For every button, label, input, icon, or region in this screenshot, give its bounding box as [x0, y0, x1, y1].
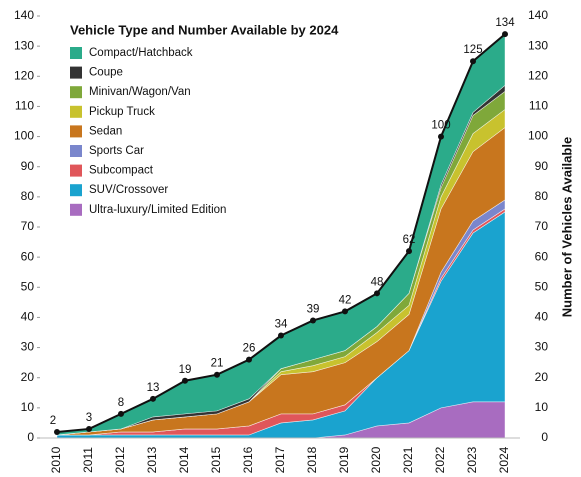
value-label: 21 — [211, 358, 224, 370]
total-marker — [342, 308, 348, 315]
value-label: 13 — [147, 382, 160, 394]
legend-text: Pickup Truck — [89, 106, 155, 118]
y2-tick-label: 80 — [535, 189, 549, 203]
y-tick-label: 0 — [27, 430, 34, 444]
legend-text: Subcompact — [89, 165, 154, 177]
y-tick-label: 90 — [21, 159, 35, 173]
total-marker — [374, 290, 380, 297]
value-label: 3 — [86, 412, 92, 424]
y2-tick-label: 20 — [535, 370, 549, 384]
y-tick-label: 70 — [21, 219, 35, 233]
value-label: 100 — [431, 120, 450, 132]
y2-tick-label: 10 — [535, 400, 549, 414]
value-label: 62 — [403, 234, 416, 246]
legend-text: SUV/Crossover — [89, 184, 168, 196]
y2-tick-label: 70 — [535, 219, 549, 233]
y2-tick-label: 130 — [528, 38, 548, 52]
x-tick-label: 2020 — [369, 446, 383, 473]
y2-tick-label: 90 — [535, 159, 549, 173]
y-tick-label: 120 — [14, 68, 34, 82]
y2-tick-label: 60 — [535, 249, 549, 263]
legend-swatch — [70, 66, 82, 79]
y-tick-label: 130 — [14, 38, 34, 52]
x-tick-label: 2023 — [465, 446, 479, 473]
x-tick-label: 2017 — [273, 446, 287, 473]
x-tick-label: 2024 — [497, 446, 511, 473]
legend-swatch — [70, 86, 82, 99]
legend-text: Ultra-luxury/Limited Edition — [89, 204, 226, 216]
value-label: 8 — [118, 397, 124, 409]
y-tick-label: 10 — [21, 400, 35, 414]
x-tick-label: 2013 — [145, 446, 159, 473]
x-tick-label: 2011 — [81, 447, 95, 473]
total-marker — [246, 356, 252, 363]
x-tick-label: 2012 — [113, 446, 127, 473]
y-tick-label: 100 — [14, 129, 34, 143]
y-tick-label: 140 — [14, 8, 34, 22]
total-marker — [310, 317, 316, 324]
y-tick-label: 110 — [15, 99, 34, 113]
x-tick-label: 2019 — [337, 446, 351, 473]
y2-tick-label: 40 — [535, 310, 549, 324]
y-tick-label: 20 — [21, 370, 35, 384]
y-tick-label: 40 — [21, 310, 35, 324]
legend-text: Sedan — [89, 125, 122, 137]
legend-swatch — [70, 164, 82, 177]
total-marker — [118, 410, 124, 417]
legend-swatch — [70, 145, 82, 157]
x-tick-label: 2010 — [49, 446, 63, 473]
value-label: 26 — [243, 343, 256, 355]
legend-text: Minivan/Wagon/Van — [89, 86, 191, 98]
total-marker — [150, 395, 156, 402]
value-label: 39 — [307, 303, 320, 315]
total-marker — [470, 58, 476, 65]
total-marker — [54, 428, 60, 435]
legend-swatch — [70, 47, 82, 59]
chart-title: Vehicle Type and Number Available by 202… — [70, 22, 339, 37]
value-label: 125 — [463, 44, 482, 56]
total-marker — [502, 31, 508, 38]
total-marker — [214, 371, 220, 378]
value-label: 19 — [179, 364, 192, 376]
total-marker — [86, 425, 92, 432]
legend-text: Sports Car — [89, 145, 144, 157]
x-tick-label: 2014 — [177, 446, 191, 473]
x-tick-label: 2015 — [209, 446, 223, 473]
x-tick-label: 2018 — [305, 446, 319, 473]
value-label: 2 — [50, 415, 56, 427]
legend-text: Compact/Hatchback — [89, 47, 193, 59]
legend-text: Coupe — [89, 67, 123, 79]
x-tick-label: 2021 — [401, 446, 415, 473]
legend-swatch — [70, 125, 82, 138]
legend-swatch — [70, 184, 82, 197]
y2-tick-label: 0 — [541, 430, 548, 444]
y2-axis-label: Number of Vehicles Available — [559, 137, 574, 317]
total-marker — [406, 248, 412, 255]
legend-swatch — [70, 203, 82, 216]
total-marker — [278, 332, 284, 339]
y2-tick-label: 110 — [529, 99, 548, 113]
y2-tick-label: 100 — [528, 129, 548, 143]
value-label: 134 — [495, 17, 515, 29]
y-tick-label: 60 — [21, 249, 35, 263]
total-marker — [438, 133, 444, 140]
x-tick-label: 2016 — [241, 446, 255, 473]
x-tick-label: 2022 — [433, 446, 447, 473]
y2-tick-label: 50 — [535, 279, 549, 293]
legend-swatch — [70, 105, 82, 118]
value-label: 34 — [275, 319, 288, 331]
value-label: 48 — [371, 276, 384, 288]
y2-tick-label: 30 — [535, 340, 549, 354]
y2-tick-label: 140 — [528, 8, 548, 22]
y2-tick-label: 120 — [528, 68, 548, 82]
y-tick-label: 80 — [21, 189, 35, 203]
y-tick-label: 30 — [21, 340, 35, 354]
total-marker — [182, 377, 188, 384]
y-tick-label: 50 — [21, 279, 35, 293]
value-label: 42 — [339, 294, 352, 306]
